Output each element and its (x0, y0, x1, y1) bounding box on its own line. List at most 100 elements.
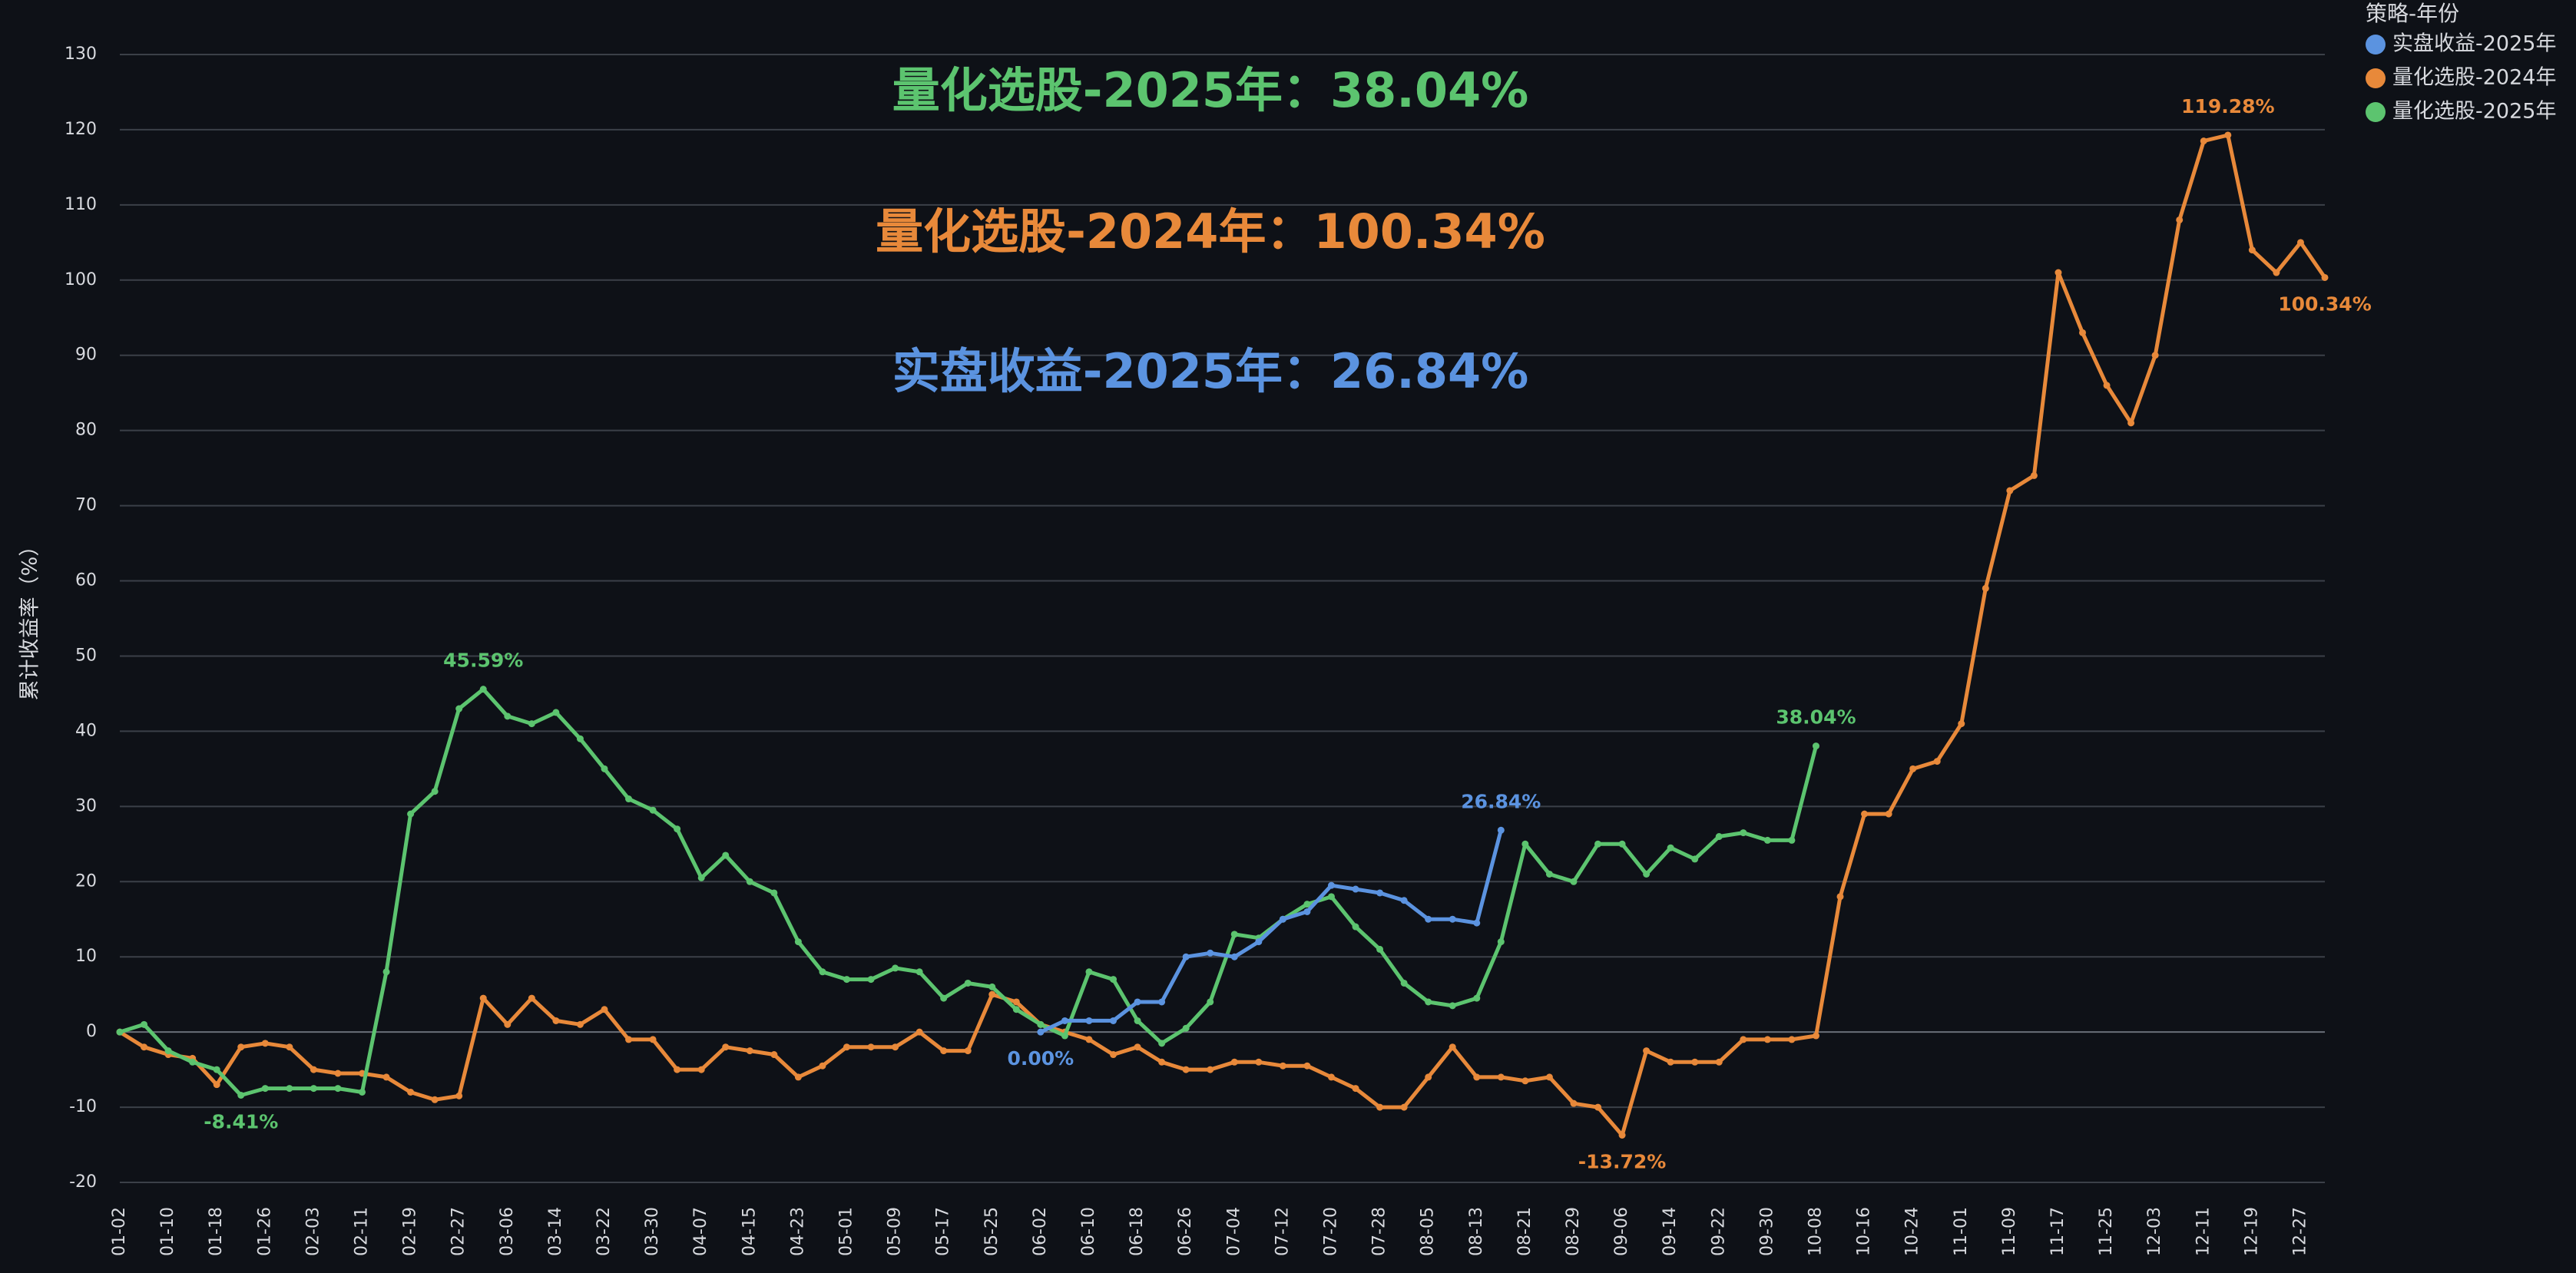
data-point (334, 1070, 342, 1077)
data-point (1763, 1036, 1771, 1043)
headline: 量化选股-2025年：38.04% (892, 62, 1529, 118)
x-tick-label: 02-19 (401, 1207, 420, 1256)
x-tick-label: 11-01 (1952, 1207, 1971, 1256)
legend-label: 量化选股-2025年 (2392, 100, 2556, 124)
data-point (213, 1066, 220, 1073)
data-point (819, 1062, 826, 1070)
data-point (2273, 269, 2280, 276)
data-point (1134, 1017, 1141, 1024)
data-point (1134, 1043, 1141, 1051)
data-point (1763, 836, 1771, 844)
data-point (892, 1043, 899, 1051)
data-point (794, 938, 802, 946)
data-point (1594, 840, 1602, 848)
data-point (2006, 487, 2014, 494)
data-point (1545, 870, 1553, 878)
x-tick-label: 04-07 (691, 1207, 710, 1256)
x-tick-label: 07-12 (1273, 1207, 1292, 1256)
data-point (1643, 870, 1651, 878)
data-point (1352, 1085, 1359, 1093)
data-point (722, 1043, 730, 1051)
data-point (1667, 1058, 1674, 1066)
data-point (649, 806, 657, 814)
data-point (1085, 1036, 1093, 1043)
data-point (1207, 998, 1214, 1006)
data-point (697, 874, 705, 881)
data-point (988, 990, 996, 998)
y-tick-label: 40 (75, 721, 97, 740)
data-point (1327, 893, 1335, 901)
data-point (1376, 889, 1384, 897)
y-tick-label: 10 (75, 947, 97, 966)
y-tick-label: 120 (65, 120, 97, 139)
data-point (1618, 840, 1626, 848)
x-tick-label: 08-13 (1467, 1207, 1486, 1256)
y-tick-label: 70 (75, 496, 97, 515)
data-point (1497, 826, 1505, 834)
data-point (1134, 998, 1141, 1006)
x-tick-label: 02-11 (352, 1207, 371, 1256)
data-point (1521, 840, 1529, 848)
data-point (1400, 1103, 1408, 1111)
data-point (940, 994, 948, 1002)
data-point (310, 1085, 317, 1093)
data-point (722, 851, 730, 859)
data-point (1400, 897, 1408, 904)
value-label: 38.04% (1776, 706, 1856, 729)
data-point (382, 1073, 390, 1081)
x-tick-label: 11-25 (2097, 1207, 2116, 1256)
data-point (1012, 1006, 1020, 1013)
x-tick-label: 08-29 (1564, 1207, 1583, 1256)
data-point (1230, 1058, 1238, 1066)
x-tick-label: 10-16 (1855, 1207, 1874, 1256)
x-tick-label: 03-06 (498, 1207, 517, 1256)
data-point (1570, 1099, 1578, 1107)
data-point (1788, 836, 1796, 844)
data-point (746, 1047, 753, 1055)
value-label: 0.00% (1008, 1047, 1074, 1070)
data-point (1425, 998, 1432, 1006)
data-point (1594, 1103, 1602, 1111)
x-tick-label: 09-14 (1660, 1207, 1680, 1256)
data-point (867, 1043, 875, 1051)
data-point (479, 686, 487, 693)
x-tick-label: 05-25 (982, 1207, 1002, 1256)
data-point (1643, 1047, 1651, 1055)
data-point (1521, 1077, 1529, 1085)
data-point (1400, 979, 1408, 987)
value-label: -13.72% (1578, 1150, 1667, 1172)
data-point (1230, 931, 1238, 938)
y-tick-label: 80 (75, 421, 97, 440)
data-point (261, 1040, 269, 1047)
data-point (1207, 1066, 1214, 1073)
x-tick-label: 01-10 (158, 1207, 177, 1256)
data-point (1449, 1043, 1456, 1051)
data-point (1812, 1032, 1819, 1040)
series-line (119, 687, 1818, 1097)
x-tick-label: 06-18 (1127, 1207, 1147, 1256)
legend-marker (2366, 35, 2386, 55)
data-point (1473, 919, 1481, 927)
y-tick-label: 0 (86, 1022, 97, 1041)
value-label: 26.84% (1461, 790, 1541, 812)
data-point (455, 1092, 463, 1099)
data-point (1497, 1073, 1505, 1081)
series-line (1039, 829, 1503, 1034)
data-point (1061, 1032, 1068, 1040)
data-point (1352, 885, 1359, 893)
y-tick-label: 90 (75, 346, 97, 365)
data-point (1279, 1062, 1286, 1070)
value-label: 100.34% (2278, 293, 2372, 315)
x-tick-label: 07-04 (1224, 1207, 1243, 1256)
data-point (455, 705, 463, 713)
x-tick-label: 08-05 (1419, 1207, 1438, 1256)
x-tick-label: 12-19 (2242, 1207, 2261, 1256)
data-point (2248, 246, 2256, 254)
data-point (1279, 915, 1286, 923)
data-point (213, 1081, 220, 1089)
data-point (794, 1073, 802, 1081)
legend-marker (2366, 68, 2386, 88)
data-point (892, 964, 899, 972)
x-tick-label: 02-03 (303, 1207, 323, 1256)
data-point (916, 968, 923, 976)
